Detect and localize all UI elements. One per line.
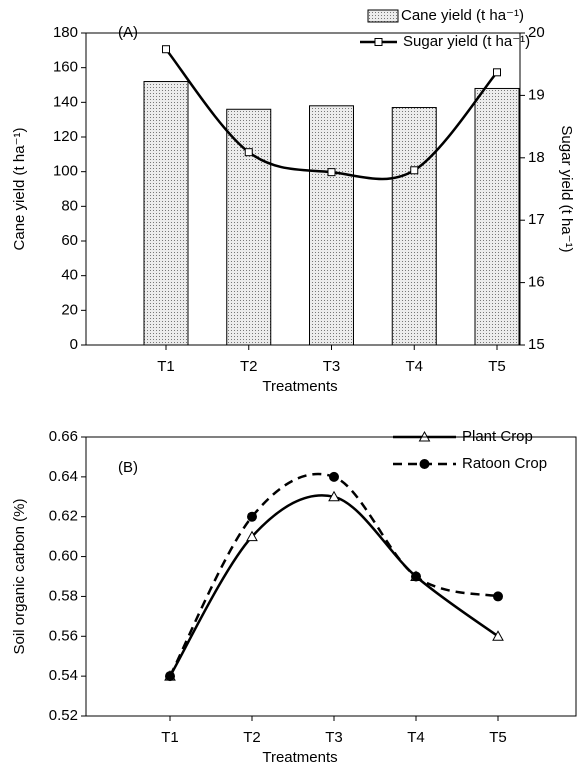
y-axis-label: Soil organic carbon (%) [11, 499, 28, 655]
y2-tick-label: 20 [528, 24, 545, 41]
bar [143, 81, 189, 346]
line [168, 494, 499, 677]
y-tick-label: 0.60 [49, 548, 78, 565]
legend-label: Sugar yield (t ha⁻¹) [403, 33, 530, 50]
y2-tick-label: 15 [528, 336, 545, 353]
marker [493, 68, 501, 77]
y-tick-label: 60 [61, 232, 78, 249]
y-tick-label: 80 [61, 197, 78, 214]
y-tick-label: 100 [53, 163, 78, 180]
marker [165, 671, 175, 682]
marker [493, 591, 503, 602]
marker [327, 168, 336, 177]
bar [474, 87, 520, 346]
x-axis-label: Treatments [262, 378, 337, 395]
x-tick-label: T1 [161, 729, 179, 746]
bar [226, 108, 272, 346]
y-tick-label: 180 [53, 24, 78, 41]
y-tick-label: 0.64 [49, 468, 78, 485]
y2-tick-label: 17 [528, 211, 545, 228]
legend-label: Ratoon Crop [462, 455, 547, 472]
legend-label: Cane yield (t ha⁻¹) [401, 7, 524, 24]
x-tick-label: T1 [157, 358, 175, 375]
marker [247, 511, 257, 522]
marker [328, 490, 340, 502]
x-tick-label: T2 [240, 358, 258, 375]
y-axis-label: Cane yield (t ha⁻¹) [11, 128, 28, 251]
legend-label: Plant Crop [462, 428, 533, 445]
y-tick-label: 120 [53, 128, 78, 145]
y-tick-label: 0.62 [49, 508, 78, 525]
y-tick-label: 40 [61, 267, 78, 284]
marker [244, 148, 253, 157]
marker [410, 166, 419, 175]
x-tick-label: T3 [325, 729, 343, 746]
legend-marker [374, 38, 383, 46]
y-tick-label: 0.52 [49, 707, 78, 724]
y-tick-label: 20 [61, 301, 78, 318]
y-tick-label: 0 [70, 336, 78, 353]
x-tick-label: T5 [488, 358, 506, 375]
y-tick-label: 0.58 [49, 587, 78, 604]
marker [246, 530, 258, 542]
marker [162, 45, 170, 54]
y2-axis-label: Sugar yield (t ha⁻¹) [558, 125, 575, 252]
marker [492, 630, 504, 641]
y-tick-label: 0.56 [49, 627, 78, 644]
bar [391, 107, 437, 346]
x-tick-label: T4 [407, 729, 425, 746]
x-tick-label: T2 [243, 729, 261, 746]
legend-marker [419, 459, 430, 469]
legend-swatch [367, 9, 399, 23]
y-tick-label: 160 [53, 59, 78, 76]
y2-tick-label: 18 [528, 149, 545, 166]
x-tick-label: T5 [489, 729, 507, 746]
annotation: (B) [118, 459, 138, 476]
marker [329, 471, 339, 482]
plot-frame [85, 436, 577, 717]
annotation: (A) [118, 24, 138, 41]
y-tick-label: 0.54 [49, 667, 78, 684]
y2-tick-label: 16 [528, 274, 545, 291]
y-tick-label: 0.66 [49, 428, 78, 445]
marker [411, 571, 421, 582]
bar [309, 105, 354, 346]
y-tick-label: 140 [53, 93, 78, 110]
x-tick-label: T3 [323, 358, 341, 375]
x-tick-label: T4 [405, 358, 423, 375]
y2-tick-label: 19 [528, 86, 545, 103]
plot-frame [85, 32, 521, 346]
x-axis-label: Treatments [262, 749, 337, 766]
line [168, 472, 499, 677]
